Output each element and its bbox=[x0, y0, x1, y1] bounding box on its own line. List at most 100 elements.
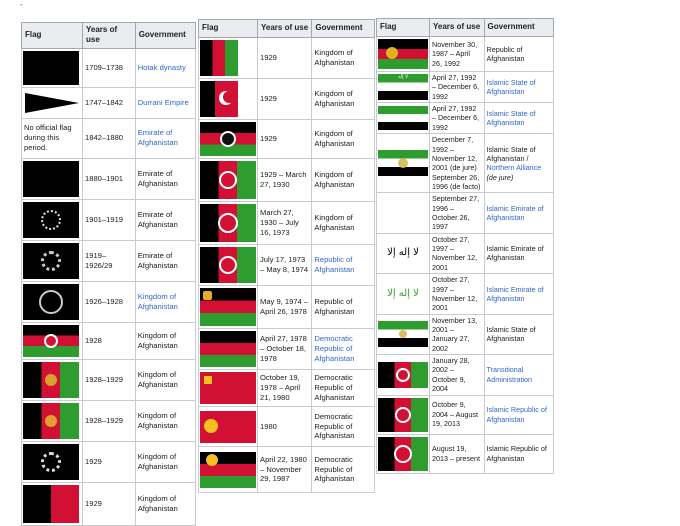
table-row: No official flag during this period. 184… bbox=[21, 117, 197, 159]
table-row: April 27, 1992 – December 6, 1992 Islami… bbox=[376, 102, 555, 135]
flag-cell: ﻻ ﺇﻟﻪ bbox=[376, 70, 430, 104]
flag-green-white-black[interactable] bbox=[378, 106, 428, 131]
government-cell: Emirate of Afghanistan bbox=[134, 157, 197, 200]
table-row: 1928 Kingdom of Afghanistan bbox=[21, 321, 197, 360]
years-cell: November 30, 1987 – April 26, 1992 bbox=[429, 36, 485, 72]
flag-vertical-tricolor[interactable] bbox=[378, 436, 428, 471]
table-row: 1929 Kingdom of Afghanistan bbox=[198, 78, 375, 120]
flag-white-green-shahada[interactable]: ﻻ ﺇﻟﻪ ﺇﻻ bbox=[378, 278, 428, 309]
flag-black-emblem[interactable] bbox=[23, 443, 79, 480]
years-cell: May 9, 1974 – April 26, 1978 bbox=[256, 285, 313, 329]
flag-horizontal-tricolor[interactable] bbox=[200, 288, 256, 326]
table-row: 1709–1738 Hotak dynasty bbox=[21, 47, 197, 88]
government-cell: Republic of Afghanistan bbox=[311, 285, 375, 329]
table-header: Flag Years of use Government bbox=[376, 18, 555, 37]
government-cell: Kingdom of Afghanistan bbox=[311, 201, 375, 245]
table-row: September 27, 1996 – October 26, 1997 Is… bbox=[376, 192, 555, 234]
years-cell: October 27, 1997 – November 12, 2001 bbox=[429, 232, 485, 275]
flag-cell bbox=[21, 280, 83, 323]
government-cell: Islamic State of Afghanistan / Northern … bbox=[483, 133, 555, 194]
emblem-icon bbox=[41, 209, 61, 230]
government-link[interactable]: Democratic Republic of Afghanistan bbox=[311, 328, 375, 370]
flag-cell bbox=[198, 446, 258, 493]
flag-cell bbox=[198, 244, 258, 286]
flags-table-1: Flag Years of use Government 1709–1738 H… bbox=[21, 22, 197, 526]
flag-black[interactable] bbox=[23, 50, 79, 85]
table-row: 1929 – March 27, 1930 Kingdom of Afghani… bbox=[198, 158, 375, 202]
emblem-icon bbox=[220, 131, 236, 147]
government-text: Islamic State of Afghanistan / bbox=[486, 144, 536, 163]
flag-red-crescent[interactable] bbox=[200, 81, 238, 117]
header-years: Years of use bbox=[82, 22, 136, 49]
flag-vertical-tricolor[interactable] bbox=[200, 204, 256, 242]
flag-green-white-black[interactable] bbox=[378, 150, 428, 177]
flag-red[interactable] bbox=[200, 410, 256, 443]
emblem-icon bbox=[398, 158, 408, 169]
government-link[interactable]: Islamic State of Afghanistan bbox=[483, 102, 555, 135]
flag-vertical-tricolor[interactable] bbox=[378, 397, 428, 432]
table-row: 1929 Kingdom of Afghanistan bbox=[21, 440, 197, 483]
government-link[interactable]: Islamic Republic of Afghanistan bbox=[483, 394, 555, 435]
flag-vertical-tricolor[interactable] bbox=[23, 402, 79, 439]
years-cell: 1928–1929 bbox=[82, 399, 136, 442]
header-flag: Flag bbox=[376, 18, 430, 37]
emblem-icon bbox=[41, 451, 61, 472]
government-cell: Kingdom of Afghanistan bbox=[134, 440, 197, 483]
table-row: 1901–1919 Emirate of Afghanistan bbox=[21, 198, 197, 241]
flag-cell bbox=[21, 440, 83, 483]
stray-dash: - bbox=[20, 0, 23, 9]
flag-cell bbox=[21, 399, 83, 442]
government-link[interactable]: Islamic Emirate of Afghanistan bbox=[483, 192, 555, 234]
years-cell: 1929 bbox=[82, 440, 136, 483]
flag-cell bbox=[21, 321, 83, 360]
header-flag: Flag bbox=[21, 22, 83, 49]
government-cell: Republic of Afghanistan bbox=[483, 36, 555, 72]
flag-red[interactable] bbox=[200, 372, 256, 404]
flag-cell bbox=[198, 369, 258, 407]
flag-black-emblem[interactable] bbox=[23, 201, 79, 238]
flag-black-red[interactable] bbox=[23, 484, 79, 523]
years-cell: October 19, 1978 – April 21, 1980 bbox=[256, 369, 313, 407]
government-link[interactable]: Islamic Emirate of Afghanistan bbox=[483, 273, 555, 315]
flag-black-red-green[interactable] bbox=[200, 40, 238, 76]
flag-vertical-tricolor[interactable] bbox=[23, 361, 79, 398]
government-link[interactable]: Kingdom of Afghanistan bbox=[134, 280, 197, 323]
flag-cell bbox=[376, 36, 430, 72]
government-note: (de jure) bbox=[486, 172, 514, 182]
shahada-text-icon: ﻻ ﺇﻟﻪ ﺇﻻ bbox=[387, 247, 419, 259]
flag-black-emblem[interactable] bbox=[23, 242, 79, 279]
table-header: Flag Years of use Government bbox=[198, 19, 375, 38]
flag-vertical-tricolor[interactable] bbox=[200, 161, 256, 199]
years-cell: 1842–1880 bbox=[82, 117, 136, 159]
emblem-icon bbox=[395, 406, 411, 423]
flag-black[interactable] bbox=[23, 160, 79, 197]
government-link[interactable]: Republic of Afghanistan bbox=[311, 244, 375, 286]
government-link[interactable]: Islamic State of Afghanistan bbox=[483, 70, 555, 104]
flag-cell bbox=[376, 192, 430, 234]
flag-white[interactable] bbox=[378, 198, 428, 229]
flag-white-shahada[interactable]: ﻻ ﺇﻟﻪ ﺇﻻ bbox=[378, 238, 428, 269]
government-link[interactable]: Emirate of Afghanistan bbox=[134, 117, 197, 159]
flag-vertical-tricolor[interactable] bbox=[378, 361, 428, 388]
government-link[interactable]: Hotak dynasty bbox=[134, 47, 197, 88]
flag-horizontal-tricolor[interactable] bbox=[200, 331, 256, 367]
flag-black-emblem[interactable] bbox=[23, 283, 79, 320]
government-link[interactable]: Durrani Empire bbox=[134, 86, 197, 119]
flag-horizontal-tricolor[interactable] bbox=[378, 39, 428, 69]
flag-vertical-tricolor[interactable] bbox=[200, 247, 256, 283]
header-years: Years of use bbox=[256, 19, 313, 38]
flag-cell bbox=[198, 201, 258, 245]
flag-horizontal-tricolor[interactable] bbox=[200, 451, 256, 488]
shahada-text-icon: ﻻ ﺇﻟﻪ bbox=[397, 74, 409, 81]
flag-green-white-black[interactable]: ﻻ ﺇﻟﻪ bbox=[378, 74, 428, 101]
government-link[interactable]: Northern Alliance bbox=[486, 163, 542, 173]
flag-green-white-black[interactable] bbox=[378, 321, 428, 348]
years-cell: 1747–1842 bbox=[82, 86, 136, 119]
flag-horizontal-tricolor[interactable] bbox=[200, 122, 256, 156]
government-cell: Kingdom of Afghanistan bbox=[311, 119, 375, 159]
flag-horizontal-tricolor[interactable] bbox=[23, 324, 79, 357]
flag-cell bbox=[21, 47, 83, 88]
years-cell: 1880–1901 bbox=[82, 157, 136, 200]
government-link[interactable]: Transitional Administration bbox=[483, 354, 555, 396]
flag-pennant[interactable] bbox=[25, 92, 79, 113]
